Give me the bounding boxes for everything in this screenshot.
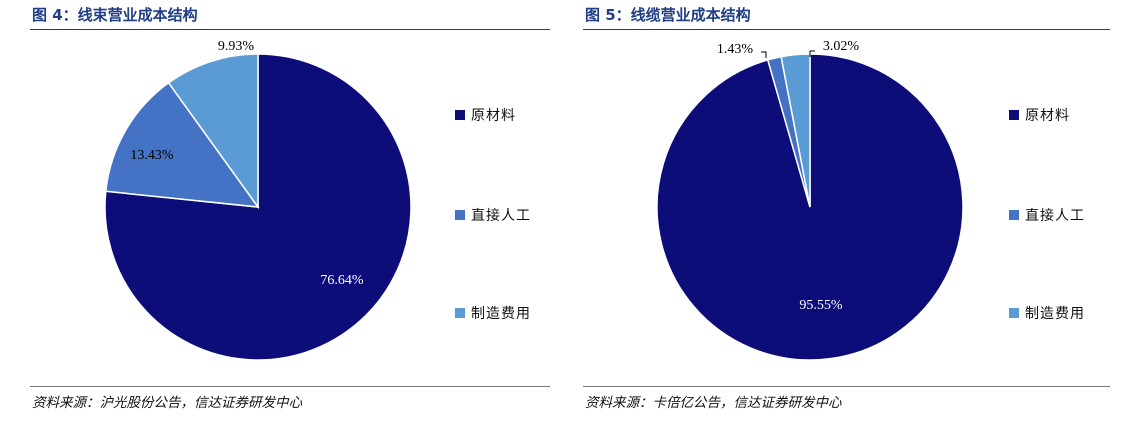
legend-label: 制造费用: [471, 306, 531, 322]
legend-swatch: [455, 308, 465, 318]
pie-chart-cost-structure-cable: 95.55% 1.43% 3.02%: [656, 39, 964, 361]
source-divider: [30, 386, 550, 387]
legend-label: 制造费用: [1025, 306, 1085, 322]
source-note: 资料来源：沪光股份公告，信达证券研发中心: [32, 395, 302, 411]
chart-title: 图 5：线缆营业成本结构: [585, 6, 751, 24]
chart-title: 图 4：线束营业成本结构: [32, 6, 198, 24]
chart-panel-left: 图 4：线束营业成本结构 76.64% 13.43% 9.93% 原材料直接人工制造…: [30, 0, 550, 426]
pie-slice-direct-labor: [104, 81, 260, 208]
leader-line-manufacturing-expense: [809, 50, 815, 57]
data-label-direct-labor: 13.43%: [130, 148, 174, 163]
legend-swatch: [1009, 308, 1019, 318]
legend-item-manufacturing-expense: 制造费用: [455, 303, 531, 323]
chart-panel-right: 图 5：线缆营业成本结构 95.55% 1.43% 3.02% 原材料直接人工制造费…: [583, 0, 1110, 426]
source-note: 资料来源：卡倍亿公告，信达证券研发中心: [585, 395, 842, 411]
legend-item-direct-labor: 直接人工: [1009, 205, 1085, 225]
data-label-direct-labor: 1.43%: [717, 42, 754, 57]
legend-swatch: [455, 110, 465, 120]
legend-item-manufacturing-expense: 制造费用: [1009, 303, 1085, 323]
legend-item-direct-labor: 直接人工: [455, 205, 531, 225]
legend-item-raw-material: 原材料: [1009, 105, 1070, 125]
legend-swatch: [1009, 210, 1019, 220]
legend-swatch: [455, 210, 465, 220]
legend-label: 原材料: [471, 108, 516, 124]
leader-line-direct-labor: [761, 51, 767, 58]
source-divider: [583, 386, 1110, 387]
legend-label: 原材料: [1025, 108, 1070, 124]
pie-slice-manufacturing-expense: [167, 53, 259, 210]
title-divider: [30, 29, 550, 30]
title-divider: [583, 29, 1110, 30]
data-label-raw-material: 76.64%: [320, 273, 364, 288]
legend-label: 直接人工: [471, 208, 531, 224]
data-label-manufacturing-expense: 9.93%: [218, 39, 255, 54]
legend-swatch: [1009, 110, 1019, 120]
data-label-manufacturing-expense: 3.02%: [823, 39, 860, 54]
pie-chart-cost-structure-wiring-harness: 76.64% 13.43% 9.93%: [104, 39, 412, 361]
legend-label: 直接人工: [1025, 208, 1085, 224]
legend-item-raw-material: 原材料: [455, 105, 516, 125]
data-label-raw-material: 95.55%: [799, 298, 843, 313]
